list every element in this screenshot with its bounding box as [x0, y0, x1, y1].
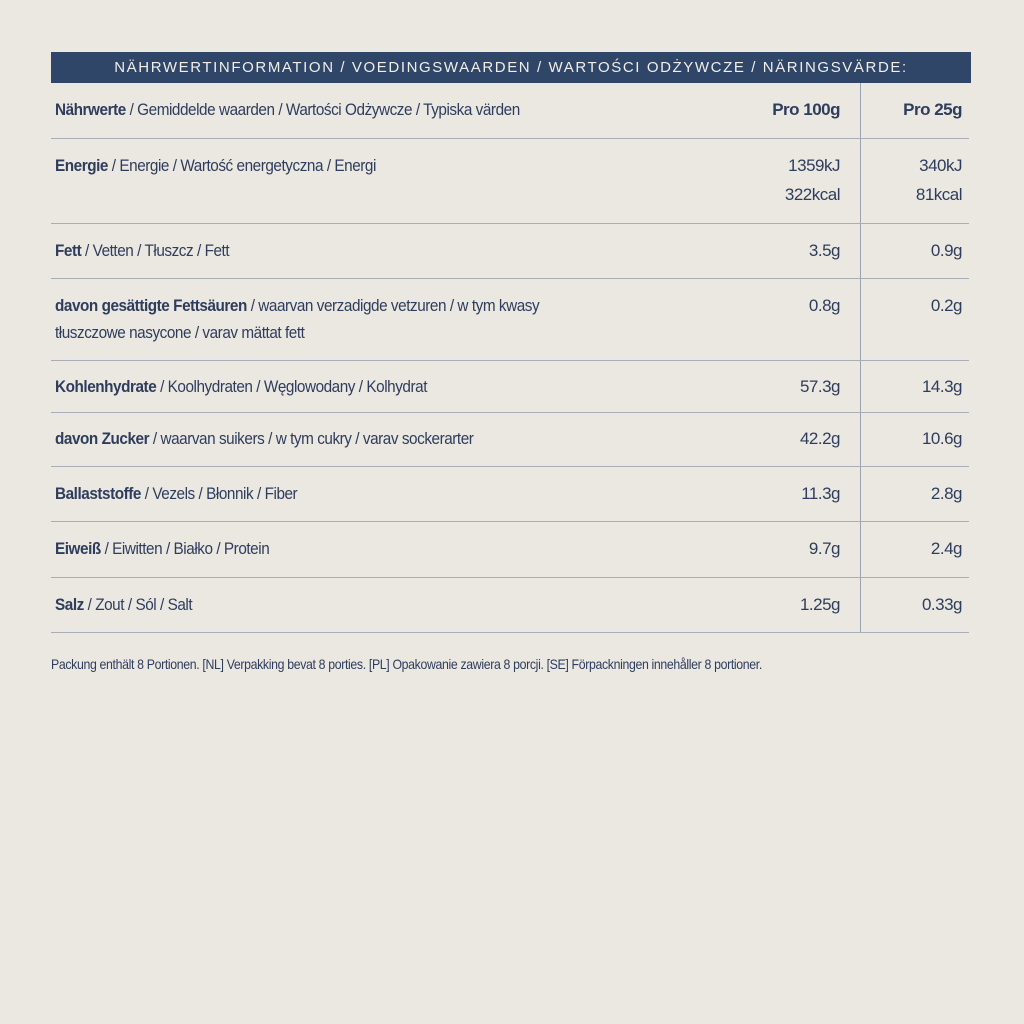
value-per-25g: 2.8g	[930, 484, 963, 503]
table-row-fat: Fett / Vetten / Tłuszcz / Fett 3.5g 0.9g	[51, 224, 969, 279]
value-per-100g-kj: 1359kJ	[788, 156, 840, 175]
row-label: Salz / Zout / Sól / Salt	[55, 591, 595, 618]
row-label: Kohlenhydrate / Koolhydraten / Węglowoda…	[55, 373, 595, 400]
value-per-100g: 11.3g	[801, 484, 840, 503]
row-label: davon Zucker / waarvan suikers / w tym c…	[55, 425, 595, 452]
row-label-bold: Energie	[55, 156, 108, 175]
row-label: Eiweiß / Eiwitten / Białko / Protein	[55, 535, 595, 562]
value-per-100g: 1.25g	[799, 595, 841, 614]
table-row-protein: Eiweiß / Eiwitten / Białko / Protein 9.7…	[51, 522, 969, 578]
table-row-sugar: davon Zucker / waarvan suikers / w tym c…	[51, 413, 969, 467]
row-label-bold: Fett	[55, 241, 82, 260]
value-per-100g: 3.5g	[808, 241, 841, 260]
row-label-bold: davon Zucker	[55, 429, 150, 448]
value-per-25g: 0.9g	[930, 241, 963, 260]
row-label-bold: Ballaststoffe	[55, 484, 141, 503]
row-label-rest-line2: tłuszczowe nasycone / varav mättat fett	[55, 323, 305, 342]
value-per-25g: 14.3g	[921, 377, 963, 396]
row-label: Energie / Energie / Wartość energetyczna…	[55, 152, 595, 179]
table-row-saturated-fat: davon gesättigte Fettsäuren / waarvan ve…	[51, 279, 969, 361]
value-per-100g: 9.7g	[808, 539, 841, 558]
servings-footnote: Packung enthält 8 Portionen. [NL] Verpak…	[51, 656, 762, 672]
value-per-25g: 2.4g	[930, 539, 963, 558]
header-per-100g: Pro 100g	[772, 100, 840, 119]
table-row-salt: Salz / Zout / Sól / Salt 1.25g 0.33g	[51, 578, 969, 633]
nutrition-table: Nährwerte / Gemiddelde waarden / Wartośc…	[51, 83, 969, 633]
header-label: Nährwerte / Gemiddelde waarden / Wartośc…	[55, 96, 595, 123]
table-row-energy: Energie / Energie / Wartość energetyczna…	[51, 139, 969, 224]
value-per-25g: 0.33g	[921, 595, 963, 614]
row-label-bold: Salz	[55, 595, 84, 614]
value-per-100g-kcal: 322kcal	[784, 185, 841, 204]
row-label: davon gesättigte Fettsäuren / waarvan ve…	[55, 292, 631, 346]
header-label-bold: Nährwerte	[55, 100, 126, 119]
row-label-rest: / Vetten / Tłuszcz / Fett	[81, 241, 230, 260]
table-title-banner: NÄHRWERTINFORMATION / VOEDINGSWAARDEN / …	[51, 52, 971, 83]
row-label-rest: / Eiwitten / Białko / Protein	[100, 539, 270, 558]
value-per-100g: 57.3g	[799, 377, 841, 396]
value-per-100g: 42.2g	[799, 429, 841, 448]
row-label-bold: Eiweiß	[55, 539, 101, 558]
value-per-25g: 0.2g	[930, 296, 963, 315]
row-label-rest: / waarvan verzadigde vetzuren / w tym kw…	[246, 296, 540, 315]
value-per-100g: 0.8g	[808, 296, 841, 315]
row-label-rest: / Zout / Sól / Salt	[83, 595, 193, 614]
row-label: Ballaststoffe / Vezels / Błonnik / Fiber	[55, 480, 595, 507]
value-per-25g: 10.6g	[921, 429, 963, 448]
column-divider	[860, 83, 861, 633]
row-label-rest: / waarvan suikers / w tym cukry / varav …	[149, 429, 474, 448]
table-row-carbohydrates: Kohlenhydrate / Koolhydraten / Węglowoda…	[51, 361, 969, 413]
row-label-bold: davon gesättigte Fettsäuren	[55, 296, 247, 315]
header-label-rest: / Gemiddelde waarden / Wartości Odżywcze…	[125, 100, 521, 119]
table-header-row: Nährwerte / Gemiddelde waarden / Wartośc…	[51, 83, 969, 139]
table-row-fiber: Ballaststoffe / Vezels / Błonnik / Fiber…	[51, 467, 969, 522]
row-label-rest: / Koolhydraten / Węglowodany / Kolhydrat	[156, 377, 427, 396]
value-per-25g-kcal: 81kcal	[915, 185, 963, 204]
row-label-bold: Kohlenhydrate	[55, 377, 157, 396]
header-per-25g: Pro 25g	[903, 100, 962, 119]
value-per-25g-kj: 340kJ	[919, 156, 962, 175]
row-label: Fett / Vetten / Tłuszcz / Fett	[55, 237, 595, 264]
row-label-rest: / Energie / Wartość energetyczna / Energ…	[107, 156, 377, 175]
row-label-rest: / Vezels / Błonnik / Fiber	[140, 484, 298, 503]
